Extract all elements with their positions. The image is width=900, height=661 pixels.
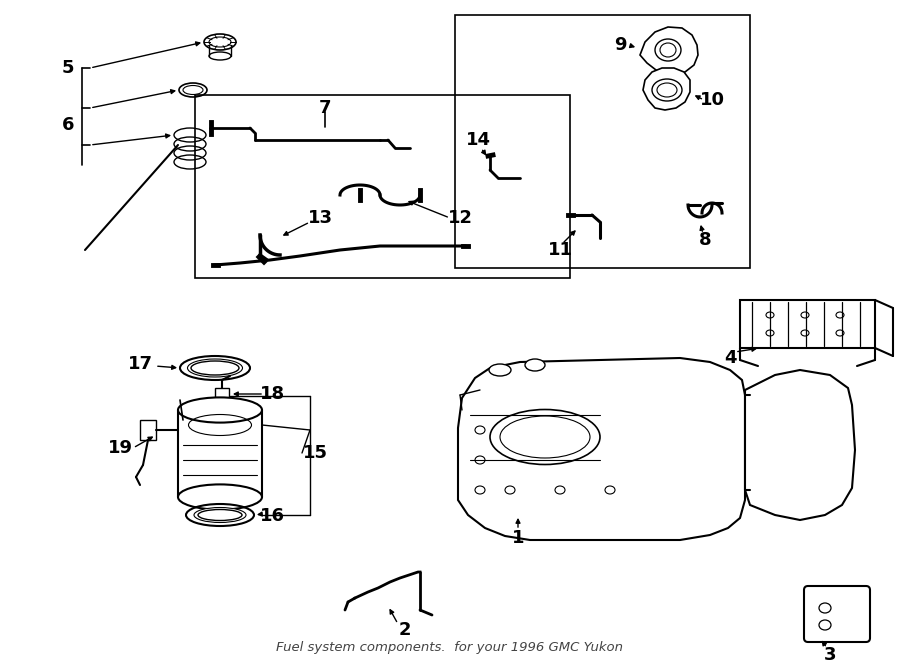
Polygon shape <box>640 27 698 76</box>
Polygon shape <box>458 358 745 540</box>
Ellipse shape <box>655 39 681 61</box>
Polygon shape <box>643 68 690 110</box>
Text: 2: 2 <box>399 621 411 639</box>
Ellipse shape <box>178 397 262 422</box>
Ellipse shape <box>525 359 545 371</box>
Text: 10: 10 <box>699 91 725 109</box>
Bar <box>215 388 229 400</box>
Text: 5: 5 <box>62 59 74 77</box>
Text: 16: 16 <box>259 507 284 525</box>
FancyBboxPatch shape <box>804 586 870 642</box>
Text: 12: 12 <box>447 209 473 227</box>
Ellipse shape <box>194 508 246 522</box>
Text: 17: 17 <box>128 355 152 373</box>
Text: 9: 9 <box>614 36 626 54</box>
Ellipse shape <box>204 34 236 50</box>
Text: 14: 14 <box>465 131 491 149</box>
Ellipse shape <box>183 85 203 95</box>
Polygon shape <box>745 370 855 520</box>
Text: 4: 4 <box>724 349 736 367</box>
Text: Fuel system components.  for your 1996 GMC Yukon: Fuel system components. for your 1996 GM… <box>276 641 624 654</box>
Bar <box>195 95 570 278</box>
Bar <box>140 420 156 440</box>
Ellipse shape <box>178 485 262 510</box>
Bar <box>740 300 875 348</box>
Text: 11: 11 <box>547 241 572 259</box>
Text: 7: 7 <box>319 99 331 117</box>
Ellipse shape <box>187 359 242 377</box>
Text: 13: 13 <box>308 209 332 227</box>
Ellipse shape <box>209 37 231 47</box>
Text: 3: 3 <box>824 646 836 661</box>
Text: 1: 1 <box>512 529 524 547</box>
Bar <box>455 15 750 268</box>
Text: 6: 6 <box>62 116 74 134</box>
Ellipse shape <box>209 52 231 60</box>
Text: 19: 19 <box>107 439 132 457</box>
Text: 8: 8 <box>698 231 711 249</box>
Ellipse shape <box>657 83 677 97</box>
Text: 18: 18 <box>259 385 284 403</box>
Ellipse shape <box>489 364 511 376</box>
Text: 15: 15 <box>302 444 328 462</box>
